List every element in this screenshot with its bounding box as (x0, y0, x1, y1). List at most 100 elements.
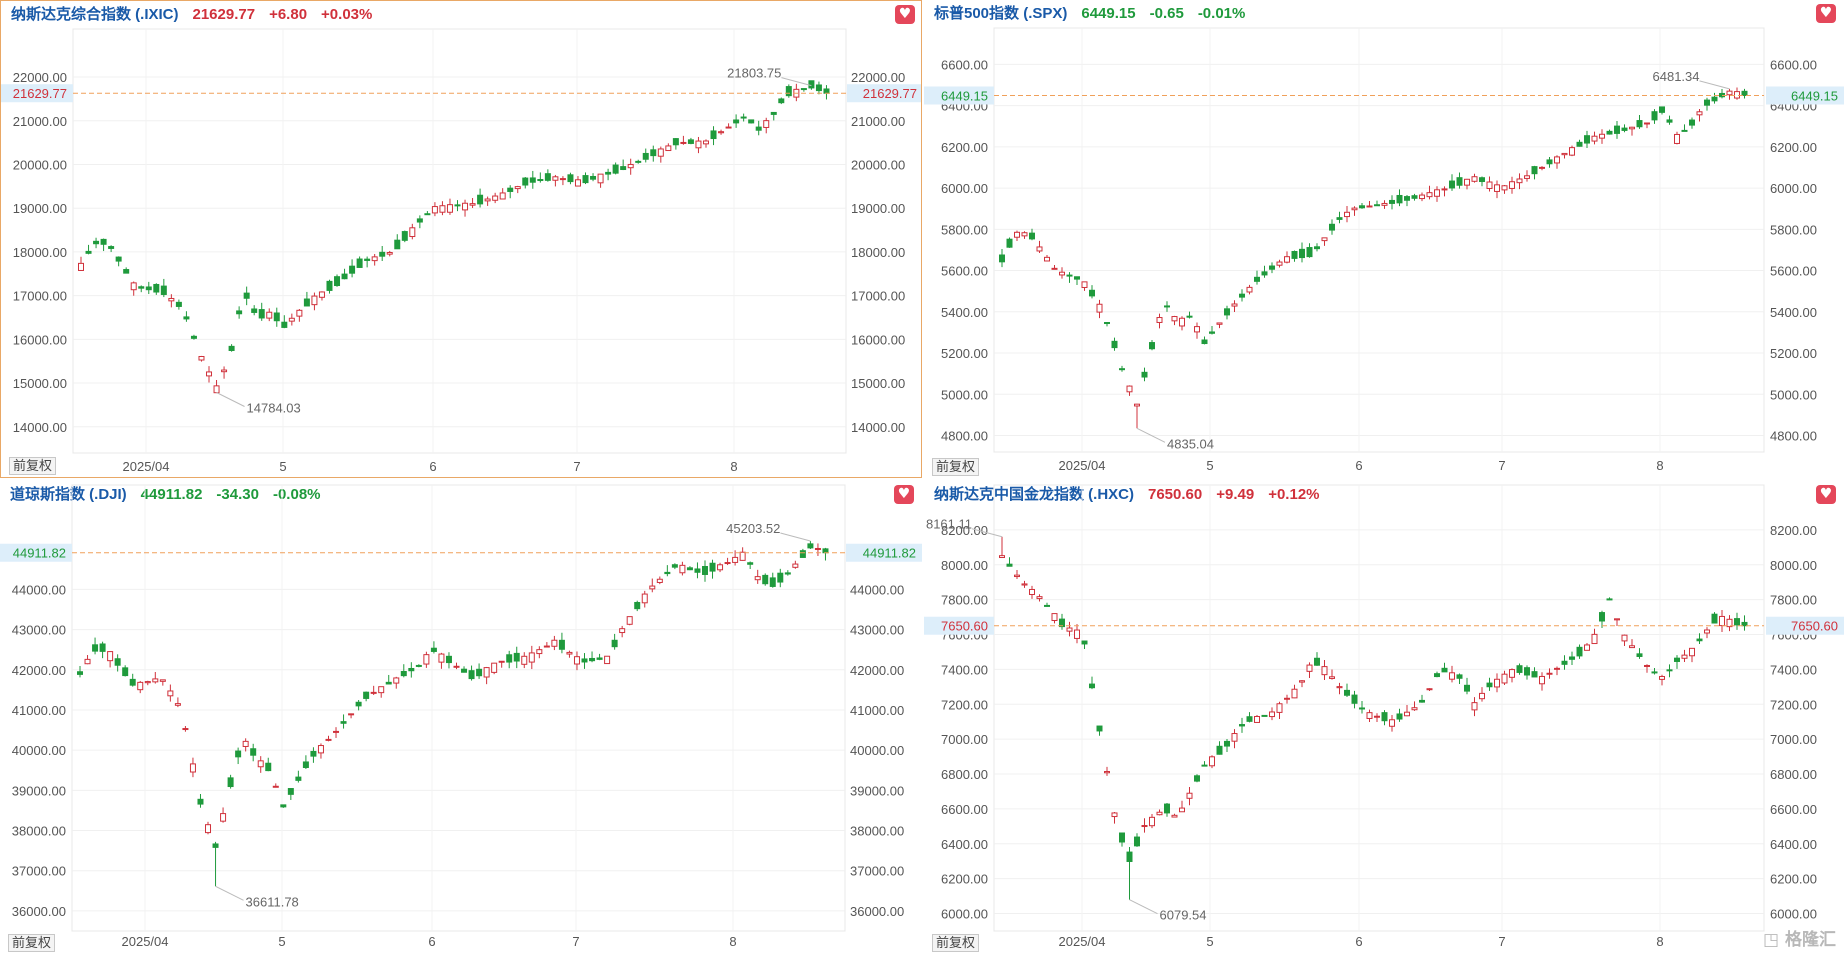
candle-body (739, 551, 746, 561)
adjust-toggle-button[interactable]: 前复权 (932, 934, 980, 952)
candle-body (1149, 342, 1155, 350)
candle-body (672, 138, 679, 146)
candle-body (1066, 274, 1073, 277)
candle-body (92, 644, 99, 652)
y-tick-label-left: 4800.00 (941, 429, 988, 444)
candle-body (491, 662, 498, 673)
x-tick-label: 2025/04 (1059, 934, 1106, 949)
candle-body (1126, 851, 1133, 862)
x-tick-label: 7 (572, 934, 579, 949)
last-price: 7650.60 (1148, 486, 1203, 503)
y-tick-label-right: 17000.00 (851, 289, 905, 304)
candle-body (1411, 195, 1418, 199)
candle-body (815, 84, 822, 92)
candle-body (1231, 733, 1238, 742)
candle-body (333, 730, 340, 733)
candle-body (453, 665, 460, 668)
candle-body (498, 660, 505, 663)
candle-body (1089, 289, 1095, 297)
x-tick-label: 8 (730, 459, 737, 474)
chart-panel[interactable]: 道琼斯指数 (.DJI) 44911.82 -34.30 -0.08% ♥ 44000.0… (0, 481, 922, 954)
price-tag-right (1766, 616, 1844, 635)
candle-body (137, 681, 144, 691)
index-name: 标普500指数 (.SPX) (934, 5, 1068, 22)
candle-body (1546, 159, 1553, 165)
min-value-label: 6079.54 (1160, 908, 1207, 923)
candle-body (220, 813, 227, 822)
candle-body (364, 258, 371, 261)
candle-body (152, 678, 159, 683)
candle-body (695, 140, 702, 149)
adjust-toggle-button[interactable]: 前复权 (932, 458, 980, 476)
candle-body (379, 251, 386, 257)
y-tick-label-right: 8000.00 (1770, 558, 1817, 573)
candle-body (190, 335, 197, 339)
candle-body (740, 116, 747, 119)
heart-icon[interactable]: ♥ (1816, 485, 1836, 504)
candle-body (251, 308, 258, 313)
price-tag-label: 7650.60 (941, 619, 988, 634)
heart-icon[interactable]: ♥ (894, 485, 914, 504)
index-name: 纳斯达克综合指数 (.IXIC) (11, 6, 179, 23)
candle-body (1059, 618, 1065, 628)
candle-body (1561, 152, 1568, 156)
price-change: +9.49 (1216, 486, 1255, 503)
candle-body (686, 567, 693, 571)
candle-body (1614, 618, 1620, 621)
chart-panel[interactable]: 纳斯达克中国金龙指数 (.HXC) 7650.60 +9.49 +0.12% ♥ 8200… (924, 481, 1844, 954)
candle-body (1486, 682, 1493, 688)
candle-body (665, 145, 672, 152)
adjust-toggle-button[interactable]: 前复权 (9, 457, 57, 475)
candle-body (1531, 671, 1538, 678)
candle-body (1291, 688, 1298, 699)
y-tick-label-left: 6800.00 (941, 767, 988, 782)
candle-body (371, 256, 378, 262)
price-tag-label: 7650.60 (1791, 619, 1838, 634)
candle-body (423, 654, 430, 665)
candle-body (1096, 725, 1103, 732)
y-tick-label-left: 19000.00 (13, 201, 67, 216)
candle-body (551, 639, 558, 647)
candle-body (763, 120, 770, 128)
candle-body (1179, 317, 1185, 327)
candle-body (1171, 316, 1178, 322)
candle-body (1591, 633, 1598, 645)
adjust-toggle-button[interactable]: 前复权 (8, 934, 56, 952)
chart-panel[interactable]: 标普500指数 (.SPX) 6449.15 -0.65 -0.01% ♥ 6600.00… (924, 0, 1844, 478)
candle-body (1621, 127, 1628, 131)
heart-icon[interactable]: ♥ (1816, 4, 1836, 23)
candle-body (784, 572, 791, 575)
max-value-leader (780, 532, 811, 542)
candle-body (355, 701, 362, 707)
candle-body (1524, 175, 1530, 179)
y-tick-label-right: 15000.00 (851, 376, 905, 391)
candle-body (1224, 308, 1230, 316)
y-tick-label-left: 14000.00 (13, 420, 67, 435)
y-tick-label-right: 39000.00 (850, 783, 904, 798)
candle-body (778, 98, 785, 104)
y-tick-label-right: 7800.00 (1770, 593, 1817, 608)
candle-body (400, 671, 407, 677)
y-tick-label-left: 18000.00 (13, 245, 67, 260)
candle-body (1554, 156, 1560, 164)
y-tick-label-right: 5800.00 (1770, 222, 1817, 237)
chart-panel[interactable]: 纳斯达克综合指数 (.IXIC) 21629.77 +6.80 +0.03% ♥ 2200… (0, 0, 922, 478)
y-tick-label-right: 18000.00 (851, 245, 905, 260)
candle-body (1051, 613, 1058, 621)
candle-body (506, 654, 513, 663)
candle-body (394, 239, 401, 250)
candle-body (1666, 669, 1673, 672)
candle-body (1426, 688, 1433, 691)
candle-body (1531, 166, 1538, 175)
candle-body (799, 550, 806, 558)
x-tick-label: 2025/04 (1059, 458, 1106, 473)
candle-body (1066, 627, 1073, 632)
candle-body (1261, 714, 1268, 717)
candle-body (1329, 676, 1335, 679)
candle-body (559, 178, 566, 181)
candle-body (1509, 181, 1515, 189)
candle-body (1494, 184, 1500, 192)
heart-icon[interactable]: ♥ (895, 5, 915, 24)
candle-body (680, 141, 687, 144)
max-value-label: 45203.52 (726, 521, 780, 536)
